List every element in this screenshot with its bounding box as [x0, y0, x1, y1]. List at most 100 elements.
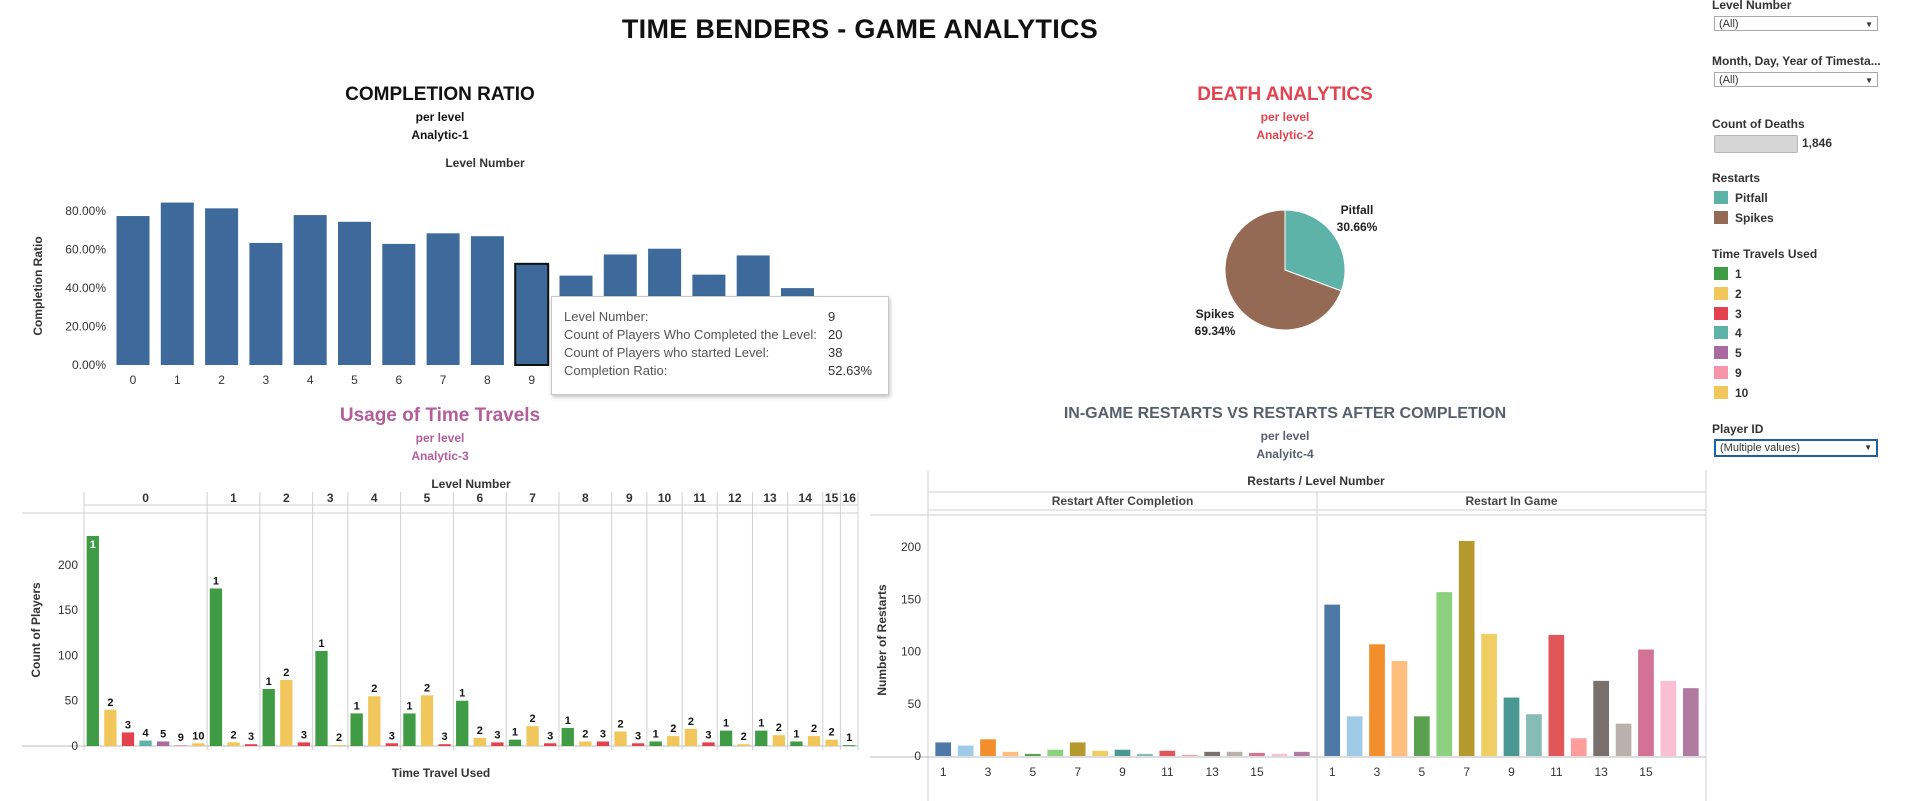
data-label: 1	[793, 728, 799, 740]
bar	[104, 709, 117, 746]
death-pie-chart: Pitfall 30.66% Spikes 69.34%	[1195, 203, 1378, 338]
x-tick-label: 2	[218, 373, 225, 387]
bar	[315, 650, 328, 746]
y-tick-label: 50	[908, 697, 922, 711]
bar	[614, 731, 627, 746]
bar	[596, 741, 610, 746]
bar	[508, 739, 522, 746]
data-label: 1	[512, 727, 518, 739]
bar	[1503, 697, 1520, 756]
level-filter-dropdown[interactable]: (All) ▼	[1714, 16, 1878, 31]
bar	[139, 740, 152, 746]
data-label: 2	[371, 683, 377, 695]
y-tick-label: 150	[901, 592, 921, 606]
bar	[719, 730, 733, 746]
x-tick-label: 11	[1550, 765, 1563, 779]
legend-item-4[interactable]: 4	[1714, 326, 1742, 340]
x-tick-label: 4	[307, 373, 314, 387]
level-header: 8	[582, 491, 589, 505]
data-label: 1	[565, 715, 571, 727]
tooltip-label: Count of Players who started Level:	[564, 345, 770, 360]
bar	[174, 745, 187, 747]
data-label: 1	[723, 718, 729, 730]
bar	[192, 743, 205, 746]
data-label: 2	[336, 732, 342, 744]
legend-item-2[interactable]: 2	[1714, 286, 1742, 301]
y-tick-label: 80.00%	[65, 204, 106, 218]
completion-analytic: Analytic-1	[411, 128, 469, 142]
panel-header: Restart In Game	[1465, 494, 1557, 508]
time-travel-chart: Level Number Count of Players Time Travel …	[22, 477, 859, 780]
bar	[470, 236, 504, 365]
time-travels-legend-title: Time Travels Used	[1712, 247, 1818, 261]
timetravel-subtitle: per level	[415, 431, 465, 445]
x-axis-title: Time Travel Used	[392, 766, 491, 780]
data-label: 2	[829, 727, 835, 739]
bar	[1204, 751, 1220, 756]
bar	[1092, 750, 1108, 756]
level-header: 10	[658, 491, 672, 505]
bar	[1570, 738, 1587, 756]
bar	[420, 695, 434, 746]
legend-label: 10	[1735, 385, 1749, 400]
y-tick-label: 50	[65, 694, 79, 708]
legend-label: 1	[1735, 267, 1742, 281]
bar	[280, 679, 293, 746]
bar	[790, 741, 803, 746]
legend-item-spikes[interactable]: Spikes	[1714, 211, 1774, 225]
y-axis-title: Count of Players	[29, 582, 43, 678]
y-tick-label: 100	[58, 648, 78, 662]
level-filter-label: Level Number	[1712, 0, 1792, 12]
legend-swatch	[1714, 211, 1728, 224]
data-label: 1	[406, 700, 412, 712]
bar	[1481, 633, 1497, 756]
bar	[1271, 753, 1288, 756]
level-header: 7	[529, 491, 536, 505]
death-subtitle: per level	[1260, 110, 1310, 124]
bar	[1069, 742, 1086, 756]
deaths-slider[interactable]	[1714, 135, 1798, 153]
bar	[807, 736, 821, 746]
data-label: 2	[811, 723, 817, 735]
tooltip: Level Number: 9 Count of Players Who Com…	[551, 296, 889, 395]
bar	[473, 737, 486, 746]
level-header: 5	[424, 491, 431, 505]
x-axis-title: Level Number	[445, 156, 525, 170]
bar	[1593, 680, 1609, 756]
legend-swatch	[1714, 306, 1728, 320]
y-tick-label: 40.00%	[65, 281, 106, 295]
bar	[579, 741, 592, 746]
bar	[121, 732, 135, 746]
legend-item-3[interactable]: 3	[1714, 306, 1742, 321]
data-label: 3	[600, 728, 606, 740]
bar	[350, 713, 363, 746]
legend-swatch	[1714, 286, 1728, 300]
tooltip-value: 20	[828, 327, 843, 342]
legend-item-10[interactable]: 10	[1714, 385, 1749, 400]
legend-swatch	[1714, 191, 1728, 204]
legend-item-5[interactable]: 5	[1714, 346, 1742, 360]
x-tick-label: 1	[1329, 765, 1336, 779]
legend-item-1[interactable]: 1	[1714, 267, 1742, 281]
bar	[244, 744, 258, 746]
bar	[332, 745, 346, 747]
bar	[1414, 716, 1430, 756]
y-tick-label: 0.00%	[72, 358, 106, 372]
x-tick-label: 1	[940, 765, 947, 779]
tooltip-label: Count of Players Who Completed the Level…	[564, 327, 817, 342]
data-label: 1	[653, 728, 659, 740]
legend-item-pitfall[interactable]: Pitfall	[1714, 191, 1768, 205]
data-label: 3	[389, 730, 395, 742]
bar	[297, 742, 311, 746]
bar	[1660, 680, 1677, 756]
bar	[1181, 754, 1198, 756]
completion-title: COMPLETION RATIO	[345, 84, 535, 105]
bar	[160, 202, 194, 365]
bar	[249, 242, 283, 365]
legend-item-9[interactable]: 9	[1714, 366, 1742, 380]
date-filter-dropdown[interactable]: (All) ▼	[1714, 72, 1878, 87]
player-filter-dropdown[interactable]: (Multiple values) ▼	[1714, 439, 1878, 457]
bar	[1324, 604, 1341, 756]
level-header: 12	[728, 491, 742, 505]
bar	[1159, 750, 1176, 756]
